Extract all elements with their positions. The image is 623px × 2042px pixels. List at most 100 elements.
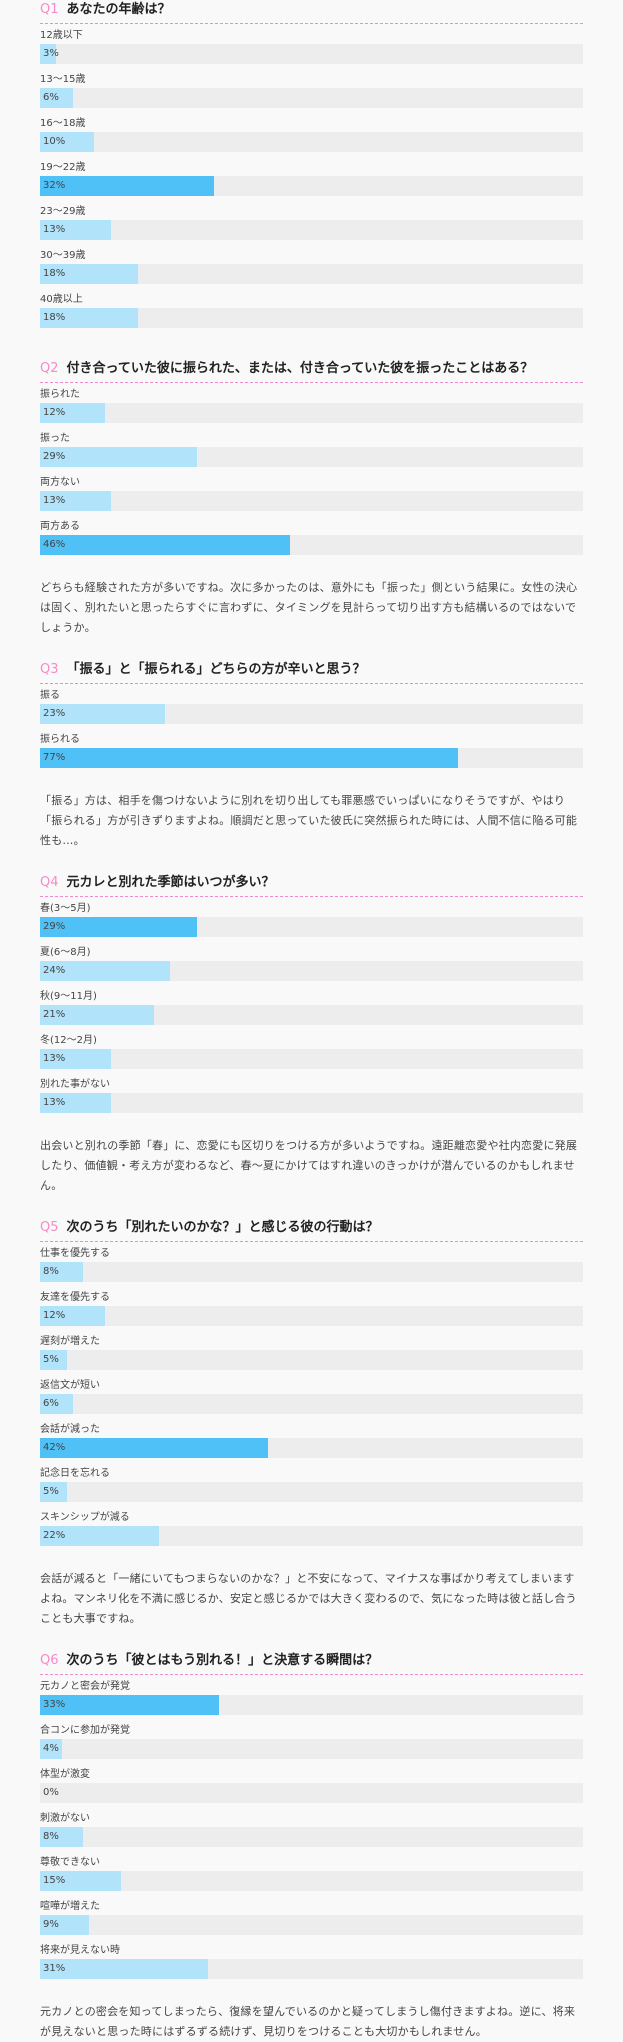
- bar-fill: [40, 535, 290, 555]
- bar-track: 46%: [40, 535, 583, 555]
- bar-track: 22%: [40, 1526, 583, 1546]
- bar-fill: [40, 1695, 220, 1715]
- bar-fill: [40, 917, 198, 937]
- bar-track: 13%: [40, 1093, 583, 1113]
- bar-track: 21%: [40, 1005, 583, 1025]
- bar-track: 15%: [40, 1871, 583, 1891]
- question-text: 次のうち「別れたいのかな？」と感じる彼の行動は？: [66, 1220, 379, 1235]
- bar-track: 29%: [40, 917, 583, 937]
- answer-percent: 6%: [43, 1398, 59, 1409]
- bar-fill: [40, 1306, 106, 1326]
- answer-percent: 18%: [43, 312, 66, 323]
- answer-label: 合コンに参加が発覚: [40, 1725, 130, 1736]
- answer-label: 夏(6～8月): [40, 947, 91, 958]
- answer-row: 両方ない 13%: [40, 476, 583, 520]
- bar-fill: [40, 1350, 68, 1370]
- answer-percent: 31%: [43, 1963, 66, 1974]
- bar-fill: [40, 1871, 122, 1891]
- answer-row: 元カノと密会が発覚 33%: [40, 1680, 583, 1724]
- bar-track: 6%: [40, 1394, 583, 1414]
- bar-track: 9%: [40, 1915, 583, 1935]
- question-section: Q3 「振る」と「振られる」どちらの方が辛いと思う？ 振る 23% 振られる 77…: [40, 660, 583, 851]
- bar-fill: [40, 704, 165, 724]
- answer-label: 尊敬できない: [40, 1857, 100, 1868]
- answer-percent: 8%: [43, 1266, 59, 1277]
- question-text: 「振る」と「振られる」どちらの方が辛いと思う？: [66, 662, 366, 677]
- question-comment: 「振る」方は、相手を傷つけないように別れを切り出しても罪悪感でいっぱいになりそう…: [40, 794, 578, 847]
- answer-label: 別れた事がない: [40, 1079, 110, 1090]
- answer-percent: 42%: [43, 1442, 66, 1453]
- answer-label: 振る: [40, 690, 60, 701]
- answer-list: 仕事を優先する 8% 友達を優先する 12% 遅刻が増えた 5% 返信文が短い …: [40, 1247, 583, 1555]
- answer-percent: 77%: [43, 752, 66, 763]
- answer-row: 夏(6～8月) 24%: [40, 946, 583, 990]
- bar-track: 8%: [40, 1827, 583, 1847]
- survey-results: Q1 あなたの年齢は？ 12歳以下 3% 13～15歳 6% 16～18歳 10%…: [40, 0, 583, 2042]
- answer-label: 刺激がない: [40, 1813, 90, 1824]
- answer-percent: 3%: [43, 48, 59, 59]
- answer-row: 16～18歳 10%: [40, 117, 583, 161]
- question-comment: どちらも経験された方が多いですね。次に多かったのは、意外にも「振った」側という結…: [40, 581, 578, 634]
- answer-percent: 13%: [43, 1053, 66, 1064]
- question-title: Q4 元カレと別れた季節はいつが多い？: [40, 873, 583, 897]
- answer-row: 遅刻が増えた 5%: [40, 1335, 583, 1379]
- answer-label: 振られた: [40, 389, 80, 400]
- question-section: Q6 次のうち「彼とはもう別れる！」と決意する瞬間は？ 元カノと密会が発覚 33%…: [40, 1651, 583, 2042]
- bar-track: 6%: [40, 88, 583, 108]
- answer-list: 振る 23% 振られる 77%: [40, 689, 583, 777]
- answer-label: 振られる: [40, 734, 80, 745]
- answer-row: 振られる 77%: [40, 733, 583, 777]
- answer-label: 両方ない: [40, 477, 80, 488]
- bar-fill: [40, 264, 138, 284]
- answer-percent: 29%: [43, 451, 66, 462]
- question-title: Q5 次のうち「別れたいのかな？」と感じる彼の行動は？: [40, 1218, 583, 1242]
- answer-percent: 18%: [43, 268, 66, 279]
- answer-label: 12歳以下: [40, 30, 83, 41]
- answer-label: 喧嘩が増えた: [40, 1901, 100, 1912]
- answer-percent: 4%: [43, 1743, 59, 1754]
- bar-track: 13%: [40, 220, 583, 240]
- answer-percent: 13%: [43, 1097, 66, 1108]
- bar-track: 29%: [40, 447, 583, 467]
- answer-percent: 5%: [43, 1354, 59, 1365]
- answer-row: 将来が見えない時 31%: [40, 1944, 583, 1988]
- bar-fill: [40, 1005, 155, 1025]
- answer-label: 16～18歳: [40, 118, 86, 129]
- answer-label: 冬(12～2月): [40, 1035, 97, 1046]
- question-number: Q4: [40, 875, 59, 890]
- bar-track: 23%: [40, 704, 583, 724]
- question-comment: 出会いと別れの季節「春」に、恋愛にも区切りをつける方が多いようですね。遠距離恋愛…: [40, 1139, 578, 1192]
- answer-label: 40歳以上: [40, 294, 83, 305]
- bar-track: 5%: [40, 1482, 583, 1502]
- bar-track: 4%: [40, 1739, 583, 1759]
- bar-track: 3%: [40, 44, 583, 64]
- answer-label: 両方ある: [40, 521, 80, 532]
- bar-track: 32%: [40, 176, 583, 196]
- bar-track: 18%: [40, 264, 583, 284]
- answer-list: 春(3～5月) 29% 夏(6～8月) 24% 秋(9～11月) 21% 冬(1…: [40, 902, 583, 1122]
- answer-label: 返信文が短い: [40, 1380, 100, 1391]
- answer-label: 30～39歳: [40, 250, 86, 261]
- bar-fill: [40, 1526, 160, 1546]
- bar-track: 33%: [40, 1695, 583, 1715]
- answer-percent: 32%: [43, 180, 66, 191]
- answer-row: 合コンに参加が発覚 4%: [40, 1724, 583, 1768]
- question-text: 次のうち「彼とはもう別れる！」と決意する瞬間は？: [66, 1653, 379, 1668]
- bar-track: 10%: [40, 132, 583, 152]
- bar-fill: [40, 220, 111, 240]
- bar-fill: [40, 1093, 111, 1113]
- answer-row: 会話が減った 42%: [40, 1423, 583, 1467]
- answer-row: 両方ある 46%: [40, 520, 583, 564]
- bar-track: 8%: [40, 1262, 583, 1282]
- answer-row: 友達を優先する 12%: [40, 1291, 583, 1335]
- bar-fill: [40, 447, 198, 467]
- answer-row: 秋(9～11月) 21%: [40, 990, 583, 1034]
- answer-list: 12歳以下 3% 13～15歳 6% 16～18歳 10% 19～22歳 32%…: [40, 29, 583, 337]
- answer-percent: 21%: [43, 1009, 66, 1020]
- answer-list: 振られた 12% 振った 29% 両方ない 13% 両方ある 46%: [40, 388, 583, 564]
- question-number: Q1: [40, 2, 59, 17]
- answer-percent: 0%: [43, 1787, 59, 1798]
- question-section: Q5 次のうち「別れたいのかな？」と感じる彼の行動は？ 仕事を優先する 8% 友達…: [40, 1218, 583, 1629]
- answer-percent: 10%: [43, 136, 66, 147]
- question-comment: 会話が減ると「一緒にいてもつまらないのかな？」と不安になって、マイナスな事ばかり…: [40, 1572, 577, 1625]
